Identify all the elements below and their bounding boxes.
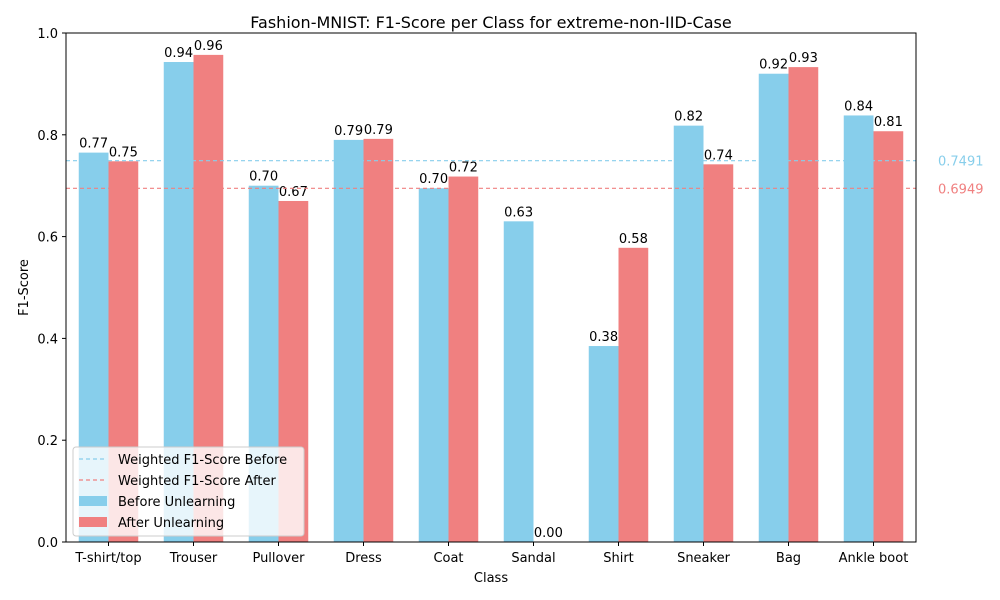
bar-value-label: 0.70 [249, 170, 278, 185]
y-tick-label: 1.0 [37, 27, 58, 42]
legend-patch-swatch [79, 496, 107, 506]
bar-value-label: 0.67 [279, 185, 308, 200]
y-tick-label: 0.6 [37, 231, 58, 246]
x-tick-label: Bag [776, 551, 801, 566]
x-tick-label: Coat [433, 551, 463, 566]
bar-value-label: 0.38 [589, 330, 618, 345]
bar-value-label: 0.84 [844, 99, 873, 114]
bar-value-label: 0.70 [419, 172, 448, 187]
legend-entry-label: Weighted F1-Score Before [118, 453, 287, 468]
legend-entry-label: Weighted F1-Score After [118, 474, 277, 489]
bar-after-9 [873, 131, 904, 542]
bar-after-8 [788, 67, 819, 542]
y-tick-label: 0.0 [37, 536, 58, 551]
y-tick-label: 0.4 [37, 332, 58, 347]
x-tick-label: Sandal [511, 551, 555, 566]
bar-value-label: 0.75 [109, 145, 138, 160]
bar-value-label: 0.72 [449, 161, 478, 176]
axes: 0.7491 0.6949 0.0 0.2 0.4 0.6 0.8 1.0 T-shirt/to… [37, 27, 983, 566]
bar-value-label: 0.94 [164, 46, 193, 61]
bar-before-6 [588, 346, 619, 542]
bar-after-6 [618, 247, 649, 542]
bar-before-4 [418, 188, 449, 542]
x-axis-title: Class [474, 571, 508, 586]
plot-frame [65, 32, 917, 543]
x-tick-label: T-shirt/top [74, 551, 141, 566]
bar-value-label: 0.81 [874, 115, 903, 130]
x-tick-label: Sneaker [677, 551, 731, 566]
bar-before-9 [843, 115, 874, 542]
bar-value-label: 0.92 [759, 58, 788, 73]
x-tick-label: Pullover [252, 551, 305, 566]
bar-after-7 [703, 164, 734, 542]
y-tick-label: 0.2 [37, 434, 58, 449]
y-axis-title: F1-Score [17, 259, 32, 316]
bar-value-label: 0.93 [789, 51, 818, 66]
reference-line-label: 0.6949 [938, 182, 984, 197]
x-tick-label: Dress [345, 551, 382, 566]
bar-value-label: 0.63 [504, 205, 533, 220]
bar-value-label: 0.74 [704, 148, 733, 163]
bar-after-3 [363, 138, 394, 542]
bar-value-label: 0.79 [364, 123, 393, 138]
bar-value-label: 0.77 [79, 137, 108, 152]
bar-before-3 [333, 139, 364, 542]
legend-entry-label: After Unlearning [118, 516, 224, 531]
legend-patch-swatch [79, 517, 107, 527]
bar-before-7 [673, 125, 704, 542]
bar-value-label: 0.00 [534, 526, 563, 541]
chart-title: Fashion-MNIST: F1-Score per Class for ex… [250, 13, 731, 32]
bar-after-4 [448, 176, 479, 542]
bar-before-5 [503, 221, 534, 542]
bar-value-label: 0.82 [674, 110, 703, 125]
x-tick-label: Shirt [603, 551, 634, 566]
legend-entry-label: Before Unlearning [118, 495, 235, 510]
x-tick-label: Trouser [169, 551, 218, 566]
bar-value-label: 0.79 [334, 124, 363, 139]
legend-box [72, 446, 305, 537]
legend: Weighted F1-Score Before Weighted F1-Scor… [72, 446, 305, 537]
bar-value-label: 0.96 [194, 39, 223, 54]
bar-before-8 [758, 73, 789, 542]
y-tick-label: 0.8 [37, 129, 58, 144]
x-tick-label: Ankle boot [839, 551, 909, 566]
bar-value-label: 0.58 [619, 232, 648, 247]
reference-line-label: 0.7491 [938, 155, 984, 170]
